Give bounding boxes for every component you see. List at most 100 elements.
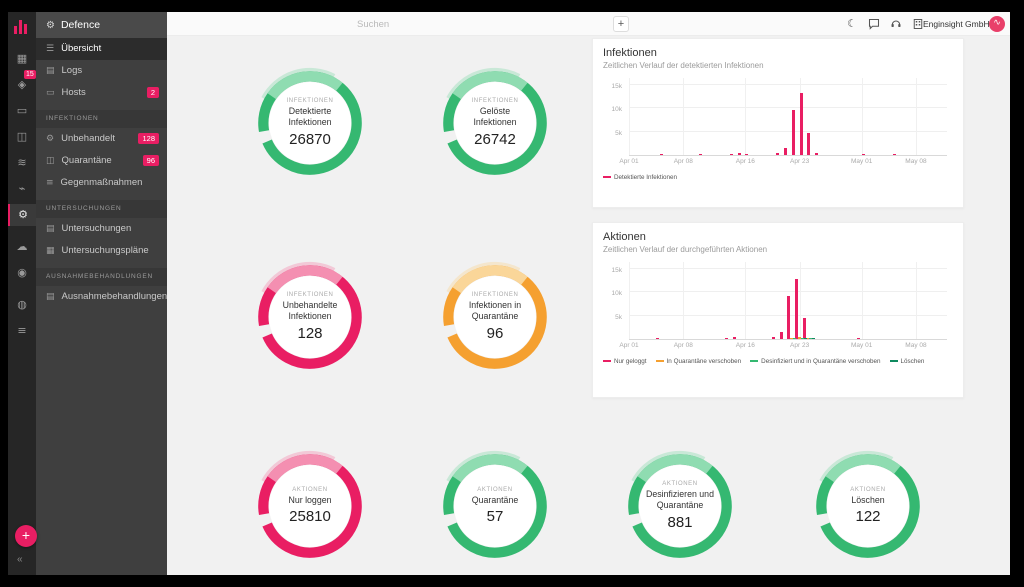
assets-box-icon[interactable]: ◫	[16, 130, 28, 143]
enginsight-logo-icon[interactable]	[14, 20, 30, 34]
defence-gear-icon[interactable]: ⚙	[8, 204, 36, 226]
organization-name[interactable]: Enginsight GmbH	[923, 19, 990, 29]
legend-label: Desinfiziert und in Quarantäne verschobe…	[761, 357, 881, 365]
gridline	[629, 107, 947, 109]
doc-icon: ▤	[46, 224, 55, 234]
section-label-untersuchungen: UNTERSUCHUNGEN	[36, 200, 167, 218]
search-input[interactable]	[357, 15, 597, 33]
gauge-loeschen[interactable]: AKTIONEN Löschen 122	[812, 450, 924, 562]
legend-item[interactable]: Löschen	[889, 358, 924, 365]
y-axis-labels: 5k 10k 15k	[603, 262, 625, 340]
legend-item[interactable]: Nur geloggt	[603, 358, 647, 365]
gauge-value: 26742	[474, 130, 516, 148]
bar	[698, 154, 702, 155]
main-content: INFEKTIONEN Detektierte Infektionen 2687…	[167, 36, 1010, 575]
doc-icon: ▤	[46, 292, 55, 302]
bar	[655, 338, 659, 339]
support-headset-icon[interactable]	[889, 17, 903, 31]
sidebar-item-label: Hosts	[61, 87, 86, 98]
sidebar-item-logs[interactable]: ▤ Logs	[36, 60, 167, 82]
gridline	[683, 262, 685, 339]
chat-bubble-icon[interactable]	[867, 17, 881, 31]
y-tick-label: 5k	[615, 129, 622, 137]
sidebar-item-uebersicht[interactable]: ☰ Übersicht	[36, 38, 167, 60]
gauge-value: 122	[855, 508, 881, 526]
bar	[725, 337, 729, 339]
bar	[795, 279, 799, 339]
gauge-geloeste-infektionen[interactable]: INFEKTIONEN Gelöste Infektionen 26742	[439, 67, 551, 179]
y-tick-label: 5k	[615, 313, 622, 321]
sidebar-item-untersuchungen[interactable]: ▤ Untersuchungen	[36, 218, 167, 240]
gridline	[629, 130, 947, 132]
quarantaene-badge: 96	[142, 155, 159, 166]
legend-label: In Quarantäne verschoben	[666, 357, 742, 365]
gauge-quarantaene[interactable]: AKTIONEN Quarantäne 57	[439, 450, 551, 562]
sidebar-item-untersuchungsplaene[interactable]: ▦ Untersuchungspläne	[36, 240, 167, 262]
gridline	[745, 262, 747, 339]
organization-building-icon	[911, 17, 925, 31]
add-button[interactable]: +	[613, 16, 629, 32]
sidebar-item-ausnahmebehandlungen[interactable]: ▤ Ausnahmebehandlungen	[36, 286, 167, 308]
plot-area	[629, 262, 947, 340]
gauge-infektionen-in-quarantaene[interactable]: INFEKTIONEN Infektionen in Quarantäne 96	[439, 261, 551, 373]
sidebar-item-unbehandelt[interactable]: ⚙ Unbehandelt 128	[36, 128, 167, 150]
x-tick-label: Apr 08	[673, 342, 693, 349]
gauge-value: 26870	[289, 130, 331, 148]
gauge-center: INFEKTIONEN Gelöste Infektionen 26742	[454, 82, 536, 164]
sidebar-item-label: Logs	[61, 65, 83, 76]
globe-icon[interactable]: ◉	[17, 266, 27, 279]
bar	[779, 332, 783, 339]
sidebar-item-hosts[interactable]: ▭ Hosts 2	[36, 82, 167, 104]
bar	[787, 295, 791, 339]
section-label-infektionen: INFEKTIONEN	[36, 110, 167, 128]
x-tick-label: May 08	[905, 342, 927, 349]
gauge-center: INFEKTIONEN Unbehandelte Infektionen 128	[269, 276, 351, 358]
gauge-value: 881	[667, 513, 693, 531]
gauge-label: Quarantäne	[471, 494, 519, 505]
gauge-category: INFEKTIONEN	[471, 292, 519, 299]
gauge-desinfizieren-und-quarantaene[interactable]: AKTIONEN Desinfizieren und Quarantäne 88…	[624, 450, 736, 562]
gauge-unbehandelte-infektionen[interactable]: INFEKTIONEN Unbehandelte Infektionen 128	[254, 261, 366, 373]
gridline	[629, 78, 630, 155]
gear-icon: ⚙	[46, 134, 55, 144]
bell-icon[interactable]: ◍	[17, 298, 27, 311]
legend-item[interactable]: Desinfiziert und in Quarantäne verschobe…	[750, 357, 881, 365]
aktionen-chart-card: Aktionen Zeitlichen Verlauf der durchgef…	[592, 222, 964, 398]
legend-item[interactable]: Detektierte Infektionen	[603, 174, 677, 181]
gauge-label: Gelöste Infektionen	[473, 106, 517, 127]
gauge-center: AKTIONEN Quarantäne 57	[454, 465, 536, 547]
alerts-shield-icon[interactable]: ◈	[17, 78, 27, 91]
dashboard-icon[interactable]: ▦	[16, 52, 28, 65]
hosts-monitor-icon[interactable]: ▭	[16, 104, 28, 117]
sidebar-item-quarantaene[interactable]: ◫ Quarantäne 96	[36, 150, 167, 172]
bar	[801, 337, 805, 339]
gauge-label: Unbehandelte Infektionen	[282, 300, 338, 321]
sidebar-item-label: Unbehandelt	[61, 133, 115, 144]
network-signal-icon[interactable]: ≋	[17, 156, 27, 169]
endpoint-plug-icon[interactable]: ⌁	[18, 182, 26, 195]
sidebar-item-gegenmassnahmen[interactable]: ≡ Gegenmaßnahmen	[36, 172, 167, 194]
add-floating-button[interactable]: +	[15, 525, 37, 547]
settings-sliders-icon[interactable]: ≡	[17, 324, 27, 337]
chart-legend: Detektierte Infektionen	[603, 172, 953, 182]
doc-icon: ▤	[46, 66, 55, 76]
gridline	[915, 262, 917, 339]
chart-legend: Nur geloggt In Quarantäne verschoben Desin…	[603, 356, 953, 366]
gauge-nur-loggen[interactable]: AKTIONEN Nur loggen 25810	[254, 450, 366, 562]
user-avatar[interactable]	[989, 16, 1005, 32]
x-axis-labels: Apr 01 Apr 08 Apr 16 Apr 23 May 01 May 08	[619, 158, 947, 168]
sidebar: ⚙ Defence ☰ Übersicht ▤ Logs ▭ Hosts 2 INFEK…	[36, 12, 167, 575]
cloud-icon[interactable]: ☁	[16, 240, 28, 253]
x-tick-label: Apr 23	[790, 158, 810, 165]
collapse-sidebar-icon[interactable]: «	[17, 554, 23, 565]
bar	[790, 337, 794, 339]
bar	[807, 133, 811, 155]
dark-mode-moon-icon[interactable]: ☾	[847, 17, 857, 30]
gridline	[861, 78, 863, 155]
gauge-detektierte-infektionen[interactable]: INFEKTIONEN Detektierte Infektionen 2687…	[254, 67, 366, 179]
gear-icon: ⚙	[46, 20, 55, 31]
legend-item[interactable]: In Quarantäne verschoben	[655, 357, 742, 365]
sidebar-item-label: Gegenmaßnahmen	[60, 177, 143, 188]
x-tick-label: Apr 01	[619, 342, 639, 349]
